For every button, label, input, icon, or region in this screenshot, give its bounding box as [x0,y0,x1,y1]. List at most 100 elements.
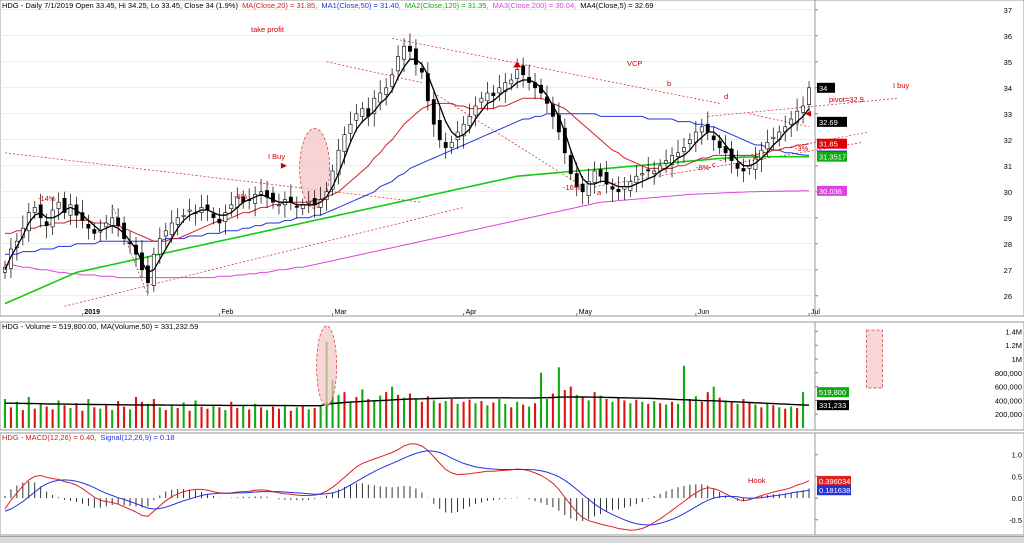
pivot-arrow-icon [805,110,812,117]
volume-bar [81,410,84,428]
candle-body [652,170,657,174]
candle-body [664,160,669,164]
x-axis-label: 2019 [84,309,100,316]
volume-bar [575,394,578,428]
candle-body [86,224,91,229]
volume-bar [766,403,769,428]
candle-body [461,123,466,137]
volume-bar [170,405,173,428]
x-axis-label: Mar [335,309,348,316]
volume-bar [260,407,263,428]
volume-bar [617,397,620,428]
volume-pane: 1.4M 1.2M 1M 800,000 600,000 400,000 200,000 51… [0,321,1024,431]
volume-ma-line [5,396,810,407]
volume-bar [319,405,322,428]
candle-body [378,92,383,103]
candle-body [348,123,353,134]
volume-bar [468,399,471,428]
candle-body [110,217,115,226]
volume-tick-label: 1.4M [1005,327,1022,336]
price-header-ma200: MA3(Close,200) = 30.04, [493,1,577,10]
volume-tick-label: 200,000 [995,410,1022,419]
volume-bar [688,399,691,428]
candle-body [384,87,389,95]
volume-bar [176,408,179,428]
price-header-ma50: MA1(Close,50) = 31.40, [321,1,400,10]
volume-bar [349,401,352,428]
candle-body [229,204,234,210]
candle-body [419,68,424,73]
annot-minus-3: -3% [795,144,809,153]
macd-header-macd: HDG - MACD(12,26) = 0.40, [2,433,96,442]
volume-bar [480,401,483,428]
annot-i-buy-left: I Buy [268,152,285,161]
buy-arrow-icon [280,162,287,169]
volume-bar [760,407,763,428]
volume-bar [754,404,757,428]
svg-text:HDG - Daily 7/1/2019 Open 33.4: HDG - Daily 7/1/2019 Open 33.45, Hi 34.2… [2,1,653,10]
sheet-tabs: Sheet 1Sheet 2Sheet 3Sheet 4Sheet 5Sheet… [0,536,1024,543]
volume-bar [432,400,435,428]
volume-bar [504,403,507,428]
volume-bar [456,403,459,428]
candle-body [592,170,597,183]
candle-body [699,126,704,133]
volume-bar [385,392,388,428]
volume-bar [343,392,346,428]
volume-bar [277,408,280,428]
volume-bar [218,407,221,428]
trendline [64,207,464,307]
volume-bar [623,400,626,428]
price-header-ma20: MA(Close,20) = 31.85, [242,1,317,10]
volume-bar [33,408,36,428]
volume-bar [528,406,531,428]
candle-body [56,201,61,209]
candle-body [610,186,615,190]
price-tick-label: 34 [1004,84,1012,93]
volume-bar [724,400,727,428]
volume-tick-label: 400,000 [995,396,1022,405]
volume-bar [474,403,477,428]
candle-body [330,170,335,190]
candle-body [550,104,555,117]
candle-body [271,192,275,203]
candle-body [205,204,210,211]
volume-bar [367,399,370,428]
volume-spike-ellipse [316,325,337,407]
volume-bar [420,401,423,428]
volume-bar [206,408,209,428]
volume-bar [194,400,197,428]
volume-bar [545,399,549,428]
macd-tick-label: 1.0 [1012,451,1022,460]
price-value-label: 31.3517 [819,153,846,162]
annot-i-buy-right: I buy [893,81,910,90]
volume-bar [796,408,799,428]
price-value-label-bg [817,116,847,127]
candle-body [175,217,180,225]
price-header-ma5: MA4(Close,5) = 32.69 [580,1,653,10]
macd-tick-label: 0.5 [1012,472,1022,481]
volume-bar [659,403,662,428]
annot-take-profit: take profit [251,25,285,34]
volume-bar [301,405,304,428]
take-profit-arrow-icon [513,61,522,68]
volume-bar [15,401,18,428]
ma200-line [5,190,809,279]
volume-bar [87,399,90,428]
volume-bar [462,401,465,428]
volume-bar [587,400,590,428]
candle-body [515,69,520,79]
volume-bar [736,403,739,428]
volume-bar [742,399,745,428]
candle-body [521,65,526,76]
volume-bar [39,403,42,428]
macd-tick-label: -0.5 [1009,516,1022,525]
volume-bar [45,406,48,428]
volume-bar [486,405,489,428]
candle-body [223,212,228,223]
volume-bar [426,396,429,428]
candle-body [676,152,680,158]
candle-body [306,201,311,204]
price-tick-label: 26 [1004,292,1012,301]
price-tick-label: 35 [1004,58,1012,67]
